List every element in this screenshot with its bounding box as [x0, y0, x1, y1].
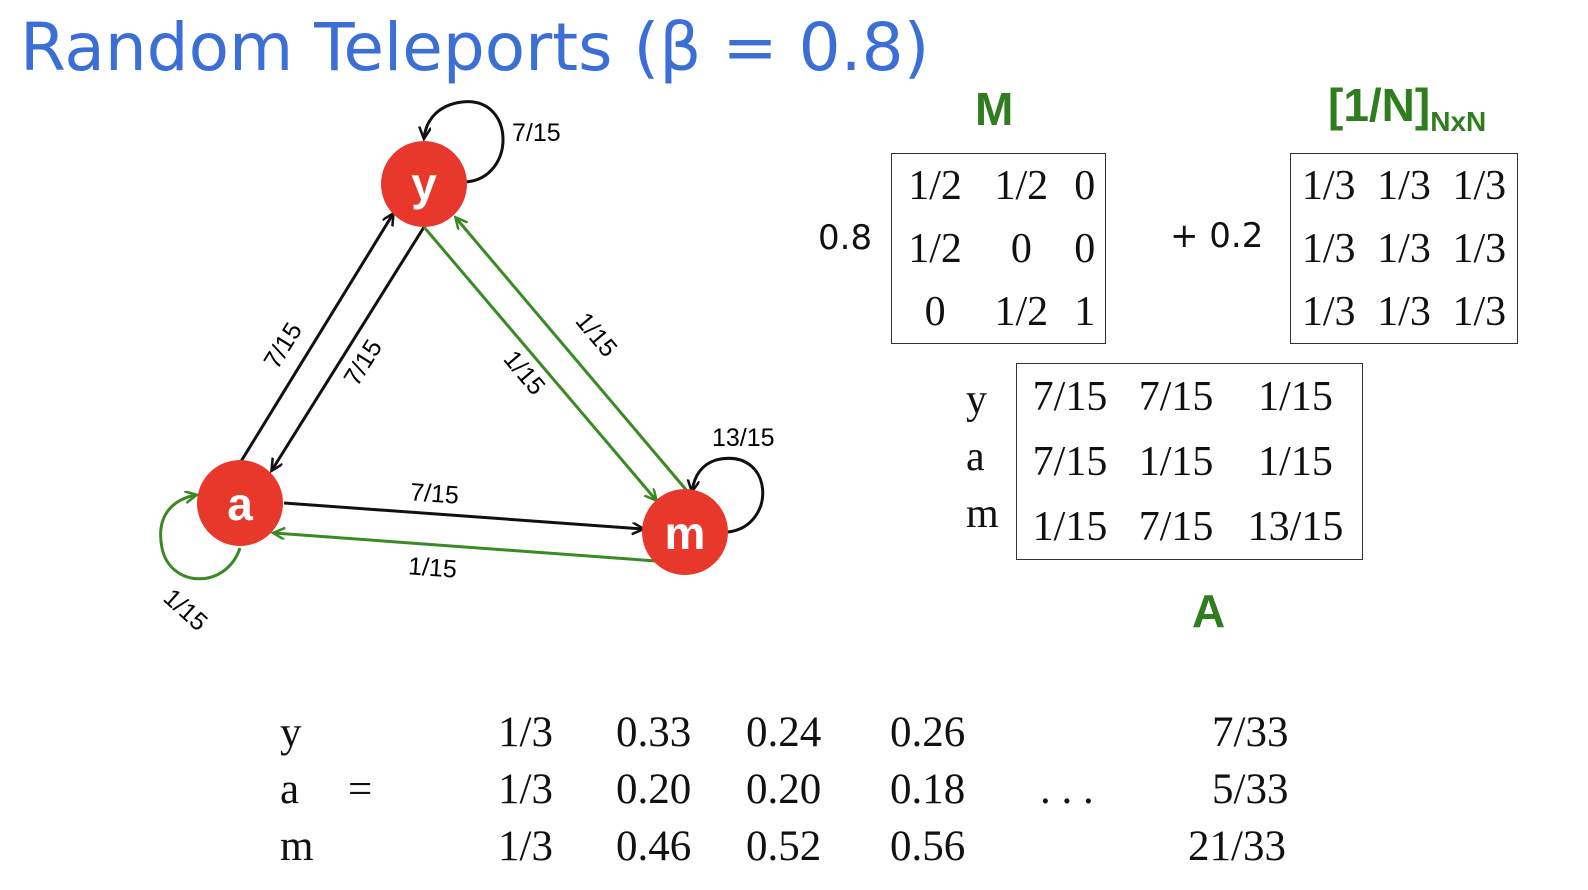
m-cell: 1/2 [994, 288, 1049, 335]
matrix-n-coefficient: + 0.2 [1170, 216, 1264, 256]
iter-value: 0.18 [890, 766, 966, 813]
n-cell: 1/3 [1452, 162, 1507, 209]
m-cell: 1 [1074, 288, 1096, 335]
iter-row-label-a: a [280, 766, 300, 813]
matrix-m-coefficient: 0.8 [818, 218, 873, 258]
n-cell: 1/3 [1452, 225, 1507, 272]
node-a-label: a [227, 478, 253, 530]
a-cell: 1/15 [1138, 438, 1214, 485]
matrix-m-label: M [975, 83, 1014, 135]
matrix-n: 1/3 1/3 1/3 1/3 1/3 1/3 1/3 1/3 1/3 [1290, 153, 1518, 344]
node-m: m [642, 489, 728, 575]
node-a: a [197, 460, 283, 546]
iter-value: 0.24 [746, 709, 822, 756]
iter-final-value: 5/33 [1212, 766, 1289, 813]
loop-y-self [424, 100, 505, 184]
m-cell: 0 [1010, 225, 1032, 272]
a-cell: 7/15 [1032, 373, 1108, 420]
edge-y-to-m [422, 226, 656, 500]
iter-final-value: 21/33 [1188, 823, 1286, 870]
a-cell: 1/15 [1258, 373, 1333, 420]
m-cell: 1/2 [908, 225, 962, 272]
m-cell: 1/2 [994, 162, 1049, 209]
matrix-a-row-label-a: a [966, 434, 985, 480]
a-cell: 1/15 [1258, 438, 1333, 485]
loop-m-self [692, 456, 765, 534]
matrix-n-label: [1/N]NxN [1328, 78, 1486, 138]
matrix-a-row-label-y: y [966, 377, 987, 423]
m-cell: 0 [1074, 225, 1096, 272]
edge-y-to-a [272, 226, 426, 470]
node-y: y [381, 141, 467, 227]
matrix-a-row-label-m: m [966, 491, 999, 537]
matrix-a-label: A [1192, 585, 1226, 637]
a-cell: 13/15 [1247, 503, 1344, 550]
label-m-to-a: 1/15 [407, 552, 458, 583]
label-a-self: 1/15 [158, 583, 213, 636]
iter-value: 0.52 [746, 823, 822, 870]
matrix-m: 1/2 1/2 0 1/2 0 0 0 1/2 1 [891, 153, 1106, 344]
node-y-circle [381, 141, 467, 227]
m-cell: 1/2 [908, 162, 962, 209]
edge-m-to-a [274, 533, 657, 563]
matrix-n-label-main: [1/N] [1328, 79, 1431, 131]
n-cell: 1/3 [1301, 288, 1356, 335]
matrix-n-label-sub: NxN [1430, 106, 1487, 137]
iter-value: 0.20 [616, 766, 692, 813]
iter-row-label-y: y [280, 709, 302, 756]
iter-value: 1/3 [498, 766, 553, 813]
node-m-label: m [665, 507, 706, 559]
iter-value: 1/3 [498, 823, 553, 870]
label-m-to-y: 1/15 [570, 307, 623, 362]
n-cell: 1/3 [1377, 288, 1431, 335]
label-y-self: 7/15 [512, 119, 561, 147]
loop-a-self [159, 495, 242, 581]
slide-title: Random Teleports (β = 0.8) [20, 9, 930, 86]
matrix-a: 7/15 7/15 1/15 7/15 1/15 1/15 1/15 7/15 13/15 [1016, 363, 1363, 560]
iter-value: 0.20 [746, 766, 822, 813]
node-m-circle [642, 489, 728, 575]
label-y-to-m: 1/15 [498, 345, 551, 400]
a-cell: 7/15 [1138, 373, 1214, 420]
a-cell: 7/15 [1138, 503, 1214, 550]
iter-value: 0.26 [890, 709, 966, 756]
graph-diagram: y a m 7/15 7/15 7/15 1/15 1/15 13/15 7/1… [158, 100, 775, 637]
edge-m-to-y [456, 218, 690, 493]
n-cell: 1/3 [1377, 162, 1431, 209]
node-a-circle [197, 460, 283, 546]
n-cell: 1/3 [1301, 225, 1356, 272]
iter-ellipsis: . . . [1040, 766, 1094, 813]
a-cell: 7/15 [1032, 438, 1108, 485]
iter-value: 1/3 [498, 709, 553, 756]
iter-value: 0.33 [616, 709, 692, 756]
label-y-to-a: 7/15 [338, 335, 388, 391]
iter-value: 0.56 [890, 823, 966, 870]
node-y-label: y [411, 158, 437, 210]
edge-a-to-m [283, 501, 643, 529]
label-a-to-m: 7/15 [409, 478, 460, 509]
label-m-self: 13/15 [712, 424, 775, 452]
n-cell: 1/3 [1452, 288, 1507, 335]
iter-value: 0.46 [616, 823, 692, 870]
m-cell: 0 [1074, 162, 1096, 209]
n-cell: 1/3 [1377, 225, 1431, 272]
iter-final-value: 7/33 [1212, 709, 1289, 756]
iter-row-label-m: m [280, 823, 314, 870]
iter-equals: = [348, 766, 373, 813]
m-cell: 0 [924, 288, 946, 335]
edge-a-to-y [238, 214, 393, 464]
a-cell: 1/15 [1032, 503, 1108, 550]
n-cell: 1/3 [1301, 162, 1356, 209]
